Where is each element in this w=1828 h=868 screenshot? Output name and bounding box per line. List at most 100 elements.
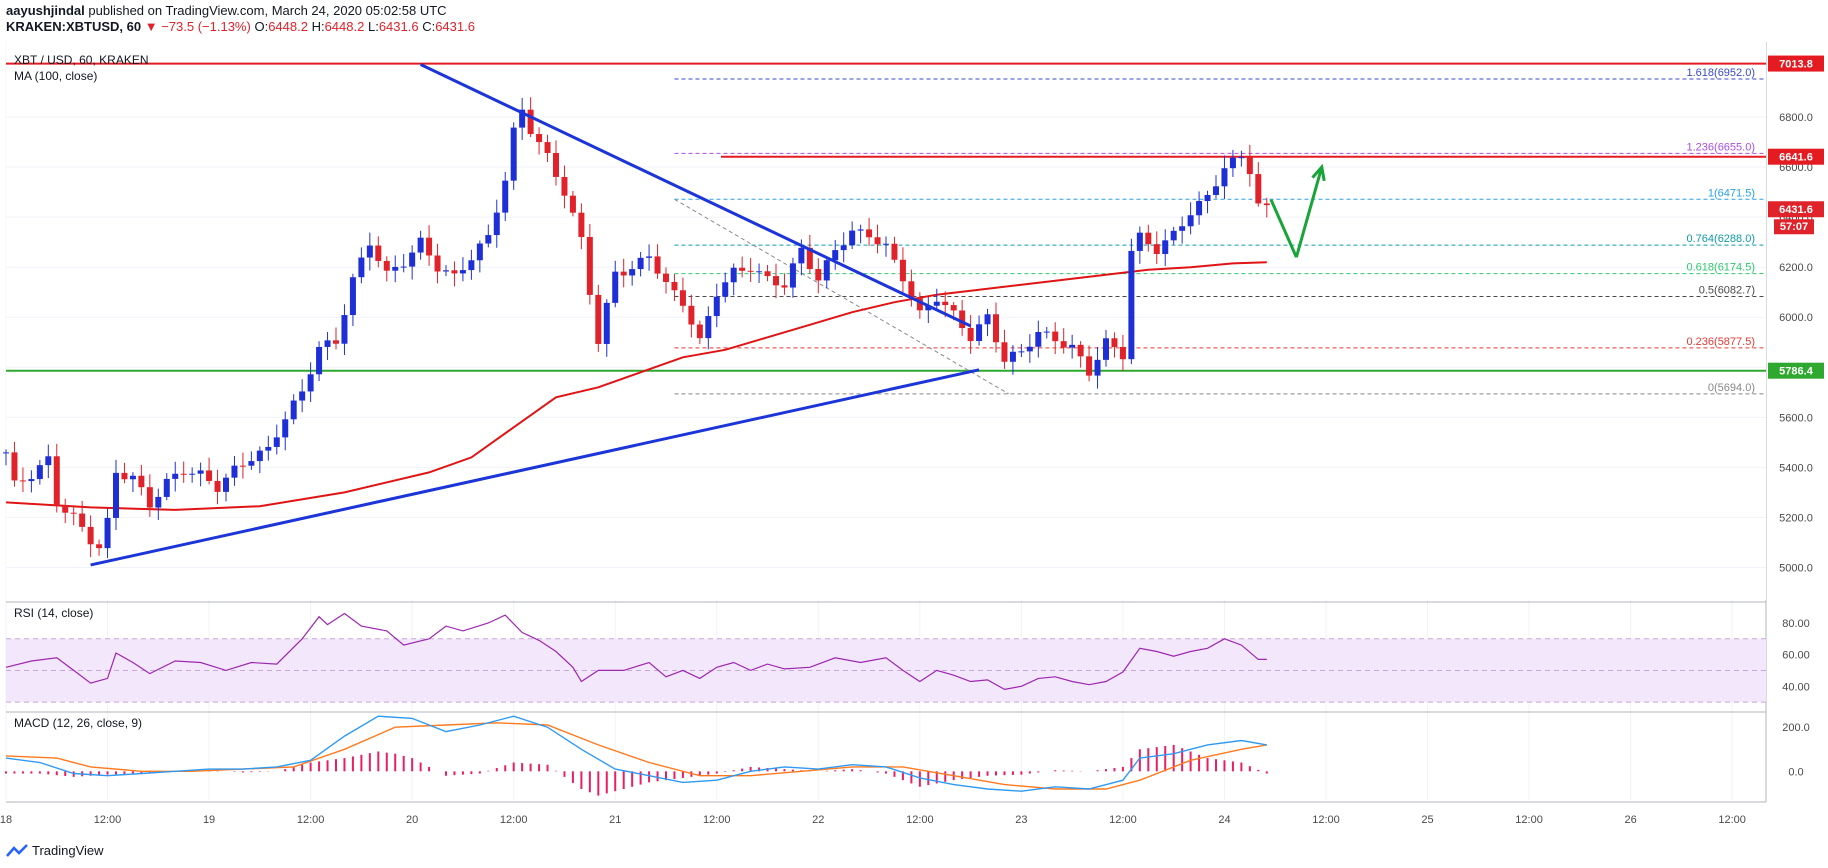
ohlc-line: KRAKEN:XBTUSD, 60 ▼ −73.5 (−1.13%) O:644… <box>6 19 475 34</box>
macd-tick-label: 200.0 <box>1782 722 1810 734</box>
fib-trend-line <box>674 198 1009 395</box>
candle-body <box>104 517 111 549</box>
candle-body <box>87 526 94 545</box>
candle-body <box>248 461 255 466</box>
candle-body <box>1170 230 1177 241</box>
candle-body <box>231 465 238 478</box>
candle-body <box>747 270 754 272</box>
candle-body <box>891 243 898 260</box>
candle-body <box>1035 332 1042 347</box>
candle-body <box>1111 338 1118 347</box>
tradingview-brand[interactable]: TradingView <box>6 843 104 858</box>
candle-body <box>146 487 153 508</box>
countdown-label: 57:07 <box>1780 221 1808 233</box>
x-tick-label: 26 <box>1624 814 1636 826</box>
rsi-tick-label: 40.00 <box>1782 681 1810 693</box>
candle-body <box>899 259 906 282</box>
candle-body <box>1069 344 1076 348</box>
high-label: H: <box>311 19 325 34</box>
x-tick-label: 25 <box>1421 814 1433 826</box>
near-resistance-price-label: 6641.6 <box>1779 152 1813 164</box>
candle-body <box>1162 240 1169 254</box>
candle-body <box>671 281 678 291</box>
macd-pane: 0.0 200.0 MACD (12, 26, close, 9) <box>5 715 1810 803</box>
candle-body <box>908 281 915 298</box>
candle-body <box>426 237 433 256</box>
main-pane-title: XBT / USD, 60, KRAKEN <box>14 53 149 67</box>
candle-body <box>984 314 991 325</box>
candle-body <box>1001 342 1008 362</box>
projection-arrow-head <box>1311 163 1326 182</box>
candle-body <box>764 271 771 277</box>
ma-legend: MA (100, close) <box>14 69 97 83</box>
change-arrow: ▼ <box>144 19 158 34</box>
candle-body <box>180 473 187 475</box>
candle-body <box>942 301 949 306</box>
resistance-price-tag <box>1768 55 1824 72</box>
x-tick-label: 19 <box>203 814 215 826</box>
candle-body <box>172 473 179 479</box>
candle-body <box>299 391 306 401</box>
candle-body <box>993 314 999 343</box>
fib-level-label: 0.618(6174.5) <box>1687 262 1756 274</box>
candle-body <box>70 512 77 514</box>
candle-body <box>713 296 720 317</box>
candle-body <box>502 180 509 213</box>
y-tick-label: 6600.0 <box>1779 162 1813 174</box>
candle-body <box>1145 232 1152 245</box>
candle-body <box>223 477 229 492</box>
candle-body <box>536 134 543 143</box>
candle-body <box>1018 351 1025 353</box>
fib-level-label: 1.618(6952.0) <box>1687 67 1756 79</box>
candle-body <box>612 271 619 303</box>
candle-body <box>1094 359 1101 376</box>
candle-body <box>1086 356 1093 376</box>
candle-body <box>916 297 923 311</box>
candle-body <box>400 266 407 268</box>
candle-body <box>840 245 847 251</box>
candle-body <box>696 324 703 339</box>
candle-body <box>933 301 940 306</box>
macd-signal-line <box>5 722 1267 790</box>
projection-arrow-segment <box>1269 199 1298 258</box>
candle-body <box>1009 351 1016 362</box>
candle-body <box>1119 346 1126 360</box>
x-tick-label: 20 <box>406 814 418 826</box>
candle-body <box>637 257 644 270</box>
candle-body <box>832 250 839 261</box>
candle-body <box>28 479 35 482</box>
candle-body <box>874 237 881 245</box>
candle-body <box>53 456 60 506</box>
candle-body <box>705 316 712 339</box>
candle-body <box>1229 157 1236 169</box>
candle-body <box>1213 186 1219 195</box>
candle-body <box>595 294 602 344</box>
candle-body <box>925 305 932 311</box>
candle-body <box>1221 168 1228 187</box>
candle-body <box>11 452 18 481</box>
candle-body <box>493 212 500 236</box>
candle-body <box>781 285 788 288</box>
publisher-name[interactable]: aayushjindal <box>6 3 85 18</box>
high-value: 6448.2 <box>324 19 365 34</box>
x-tick-label: 24 <box>1218 814 1230 826</box>
resistance-price-label: 7013.8 <box>1779 59 1813 71</box>
candle-body <box>451 270 458 274</box>
candle-body <box>19 480 26 482</box>
rsi-band-fill <box>6 638 1766 703</box>
open-value: 6448.2 <box>268 19 308 34</box>
candle-body <box>45 456 52 466</box>
candle-body <box>417 237 424 253</box>
candle-body <box>722 282 729 297</box>
rsi-tick-label: 80.00 <box>1782 618 1810 630</box>
candle-body <box>1238 157 1245 159</box>
candle-body <box>806 247 813 270</box>
candle-body <box>679 290 686 306</box>
candle-body <box>265 446 272 451</box>
candle-body <box>1026 346 1033 352</box>
candle-body <box>434 255 441 272</box>
candle-body <box>3 452 9 454</box>
candle-body <box>823 260 830 281</box>
candle-body <box>239 465 246 467</box>
